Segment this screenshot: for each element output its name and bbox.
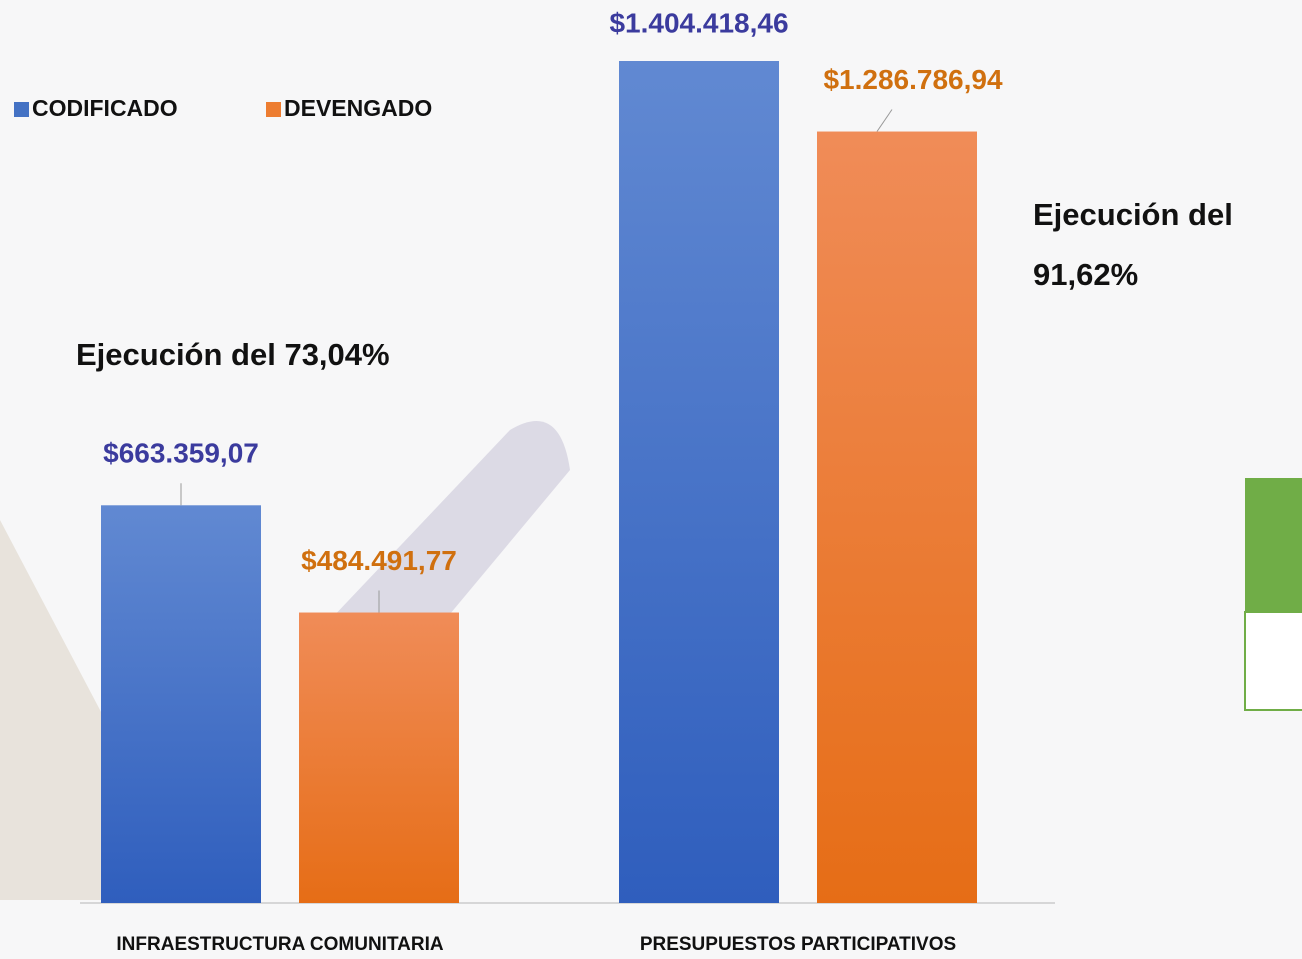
legend-label: CODIFICADO (32, 95, 178, 121)
decoration (330, 421, 570, 650)
data-label: $663.359,07 (103, 438, 259, 469)
legend-swatch (14, 102, 29, 117)
leader-line (876, 109, 893, 132)
annotation: Ejecución del 91,62% (1033, 197, 1233, 292)
bar (101, 505, 261, 903)
data-label: $1.286.786,94 (823, 64, 1002, 95)
legend-label: DEVENGADO (284, 95, 432, 121)
bar (817, 131, 977, 903)
decoration (1244, 611, 1302, 711)
annotation: Ejecución del 73,04% (76, 337, 390, 372)
data-label: $484.491,77 (301, 545, 457, 576)
decoration (1245, 478, 1302, 612)
data-label: $1.404.418,46 (609, 7, 788, 38)
legend-swatch (266, 102, 281, 117)
x-tick-label: PRESUPUESTOS PARTICIPATIVOS (640, 934, 956, 955)
x-tick-label: INFRAESTRUCTURA COMUNITARIA (116, 934, 443, 955)
bar (299, 612, 459, 903)
bar (619, 61, 779, 903)
